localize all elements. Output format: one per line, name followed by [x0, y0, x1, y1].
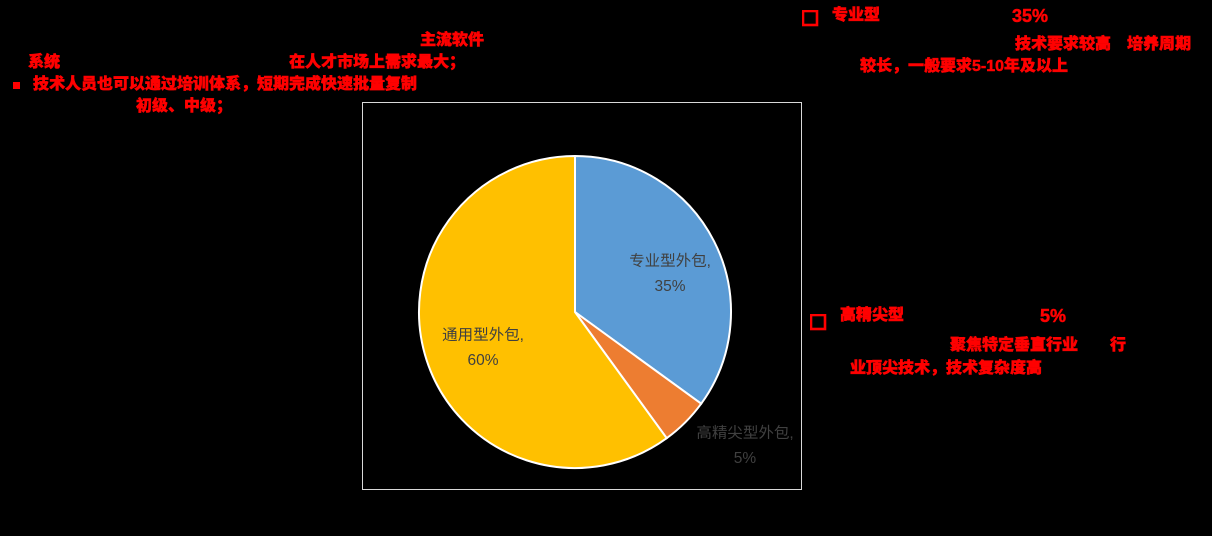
svg-text:5%: 5% — [734, 450, 757, 467]
svg-text:专业型外包,: 专业型外包, — [629, 252, 711, 270]
svg-text:高精尖型外包,: 高精尖型外包, — [696, 424, 793, 442]
svg-text:60%: 60% — [467, 352, 498, 369]
svg-text:35%: 35% — [654, 278, 685, 295]
svg-text:通用型外包,: 通用型外包, — [442, 326, 524, 344]
